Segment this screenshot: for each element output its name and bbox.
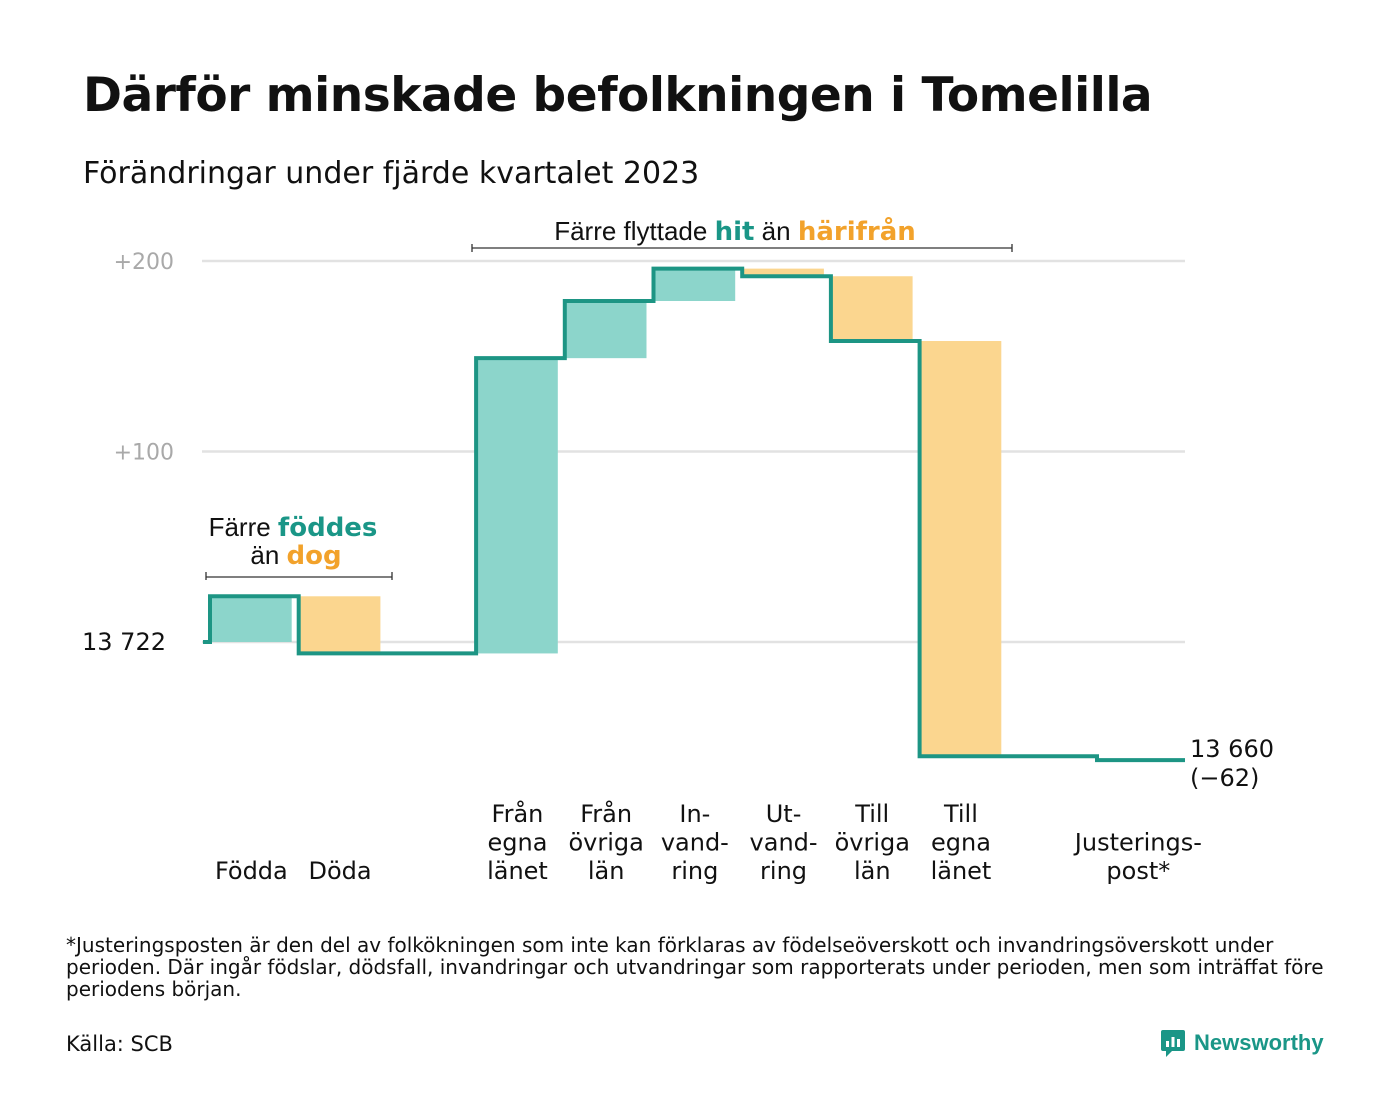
bar-döda [299, 596, 381, 654]
bar-utvandring [743, 268, 824, 277]
migration-annotation-emph-harifran: härifrån [798, 215, 916, 247]
y-tick-label: +100 [114, 441, 174, 466]
migration-annotation-mid: än [754, 216, 797, 246]
deaths-annotation-prefix: än [250, 540, 286, 570]
bar-invandring [654, 268, 736, 302]
svg-text:än dog: än dog [250, 540, 341, 571]
newsworthy-logo-icon [1161, 1030, 1185, 1057]
migration-annotation-bracket [471, 244, 1013, 252]
level-step-line [203, 266, 1185, 763]
migration-annotation-prefix: Färre flyttade [554, 216, 714, 246]
bar-tillegnalänet [920, 341, 1002, 757]
category-labels: Födda Döda Från egna länet Från övriga län In-va… [215, 799, 1202, 885]
chart-title: Därför minskade befolkningen i Tomelilla [83, 68, 1153, 123]
chart-subtitle: Förändringar under fjärde kvartalet 2023 [83, 156, 700, 191]
level-line [203, 266, 1185, 763]
x-category-label: Ut-vand-ring [750, 800, 818, 885]
deaths-annotation-emph: dog [287, 541, 342, 571]
migration-annotation: Färre flyttade hit än härifrån [471, 215, 1013, 252]
source-label: Källa: SCB [66, 1032, 173, 1056]
bar-frånövrigalän [565, 301, 647, 359]
x-category-label: Från övriga län [568, 799, 643, 885]
births-annotation: Färre föddes än dog [205, 512, 393, 580]
x-category-label: Från egna länet [487, 799, 548, 885]
bar-frånegnalänet [477, 358, 558, 654]
y-tick-label: +200 [114, 250, 174, 275]
start-value-label: 13 722 [82, 628, 166, 656]
bar-födda [211, 596, 292, 642]
bar-tillövrigalän [831, 276, 913, 342]
svg-text:Färre flyttade hit än härifrån: Färre flyttade hit än härifrån [554, 215, 916, 247]
x-category-label: Justerings-post* [1073, 829, 1202, 886]
end-value-label: 13 660 [1190, 735, 1274, 763]
end-change-label: (−62) [1190, 764, 1259, 792]
births-annotation-bracket [205, 572, 393, 580]
waterfall-chart: +100 +200 Födda Döda Från egna länet Från övrig… [82, 215, 1274, 885]
births-annotation-prefix: Färre [209, 512, 278, 542]
migration-annotation-emph-hit: hit [715, 217, 755, 247]
x-category-label: Till övriga län [835, 800, 910, 885]
x-category-label: Döda [308, 857, 371, 885]
svg-text:Färre föddes: Färre föddes [209, 512, 378, 543]
births-annotation-emph: föddes [278, 513, 378, 543]
x-category-label: Till egna länet [931, 800, 992, 885]
x-category-label: Födda [215, 857, 288, 885]
bars [211, 268, 1002, 757]
x-category-label: In-vand-ring [661, 800, 729, 885]
brand-name: Newsworthy [1194, 1030, 1324, 1055]
footnote: *Justeringsposten är den del av folkökni… [66, 933, 1324, 1001]
grid-lines: +100 +200 [114, 250, 1185, 644]
brand-logo[interactable]: Newsworthy [1160, 1028, 1324, 1058]
